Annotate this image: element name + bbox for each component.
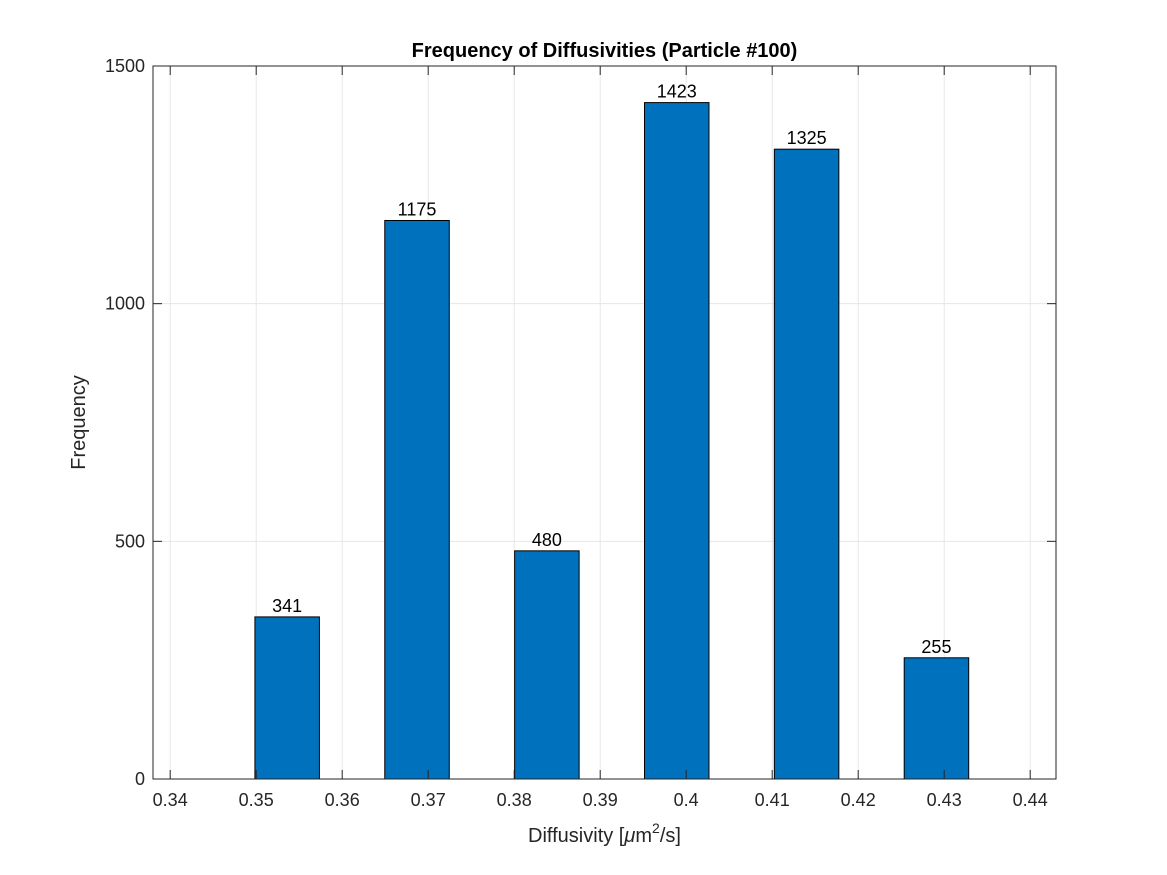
labels: 341 1175 480 1423 1325 255 0.34 0.35 0.36 0.37 0.3… (105, 56, 1048, 810)
axes (152, 65, 1057, 780)
bars (254, 102, 970, 780)
histogram-bar (514, 550, 580, 780)
bar-value-label: 480 (532, 530, 562, 550)
histogram-bar (643, 102, 710, 780)
bar-value-label: 1175 (398, 199, 437, 219)
y-axis-title: Frequency (68, 375, 90, 470)
histogram-bar (254, 616, 320, 780)
bar-value-label: 255 (921, 637, 951, 657)
x-axis-title-mu: μ (623, 825, 635, 847)
y-tick-label: 1000 (105, 294, 145, 314)
bar-value-label: 1423 (657, 82, 697, 102)
x-tick-label: 0.44 (1013, 790, 1048, 810)
chart-title: Frequency of Diffusivities (Particle #10… (412, 40, 798, 62)
y-tick-label: 500 (115, 531, 145, 551)
x-tick-label: 0.4 (674, 790, 699, 810)
bar-value-label: 1325 (787, 128, 827, 148)
x-tick-label: 0.36 (325, 790, 360, 810)
x-tick-label: 0.34 (153, 790, 188, 810)
x-axis-title-suffix: /s] (660, 825, 681, 847)
x-tick-label: 0.38 (497, 790, 532, 810)
x-tick-label: 0.39 (583, 790, 618, 810)
x-tick-label: 0.37 (411, 790, 446, 810)
x-tick-label: 0.41 (755, 790, 790, 810)
y-tick-label: 0 (135, 769, 145, 789)
x-tick-label: 0.42 (841, 790, 876, 810)
y-tick-label: 1500 (105, 56, 145, 76)
x-axis-title-unit: m (635, 825, 652, 847)
x-axis-title-superscript: 2 (652, 820, 660, 836)
x-axis-title: Diffusivity [μm2/s] (528, 820, 681, 847)
axes-box (152, 65, 1057, 780)
histogram-bar (773, 148, 840, 780)
histogram-bar (903, 657, 970, 780)
x-axis-title-prefix: Diffusivity [ (528, 825, 625, 847)
x-tick-label: 0.35 (239, 790, 274, 810)
histogram-bar (384, 219, 450, 780)
bar-value-label: 341 (272, 596, 302, 616)
x-tick-label: 0.43 (927, 790, 962, 810)
